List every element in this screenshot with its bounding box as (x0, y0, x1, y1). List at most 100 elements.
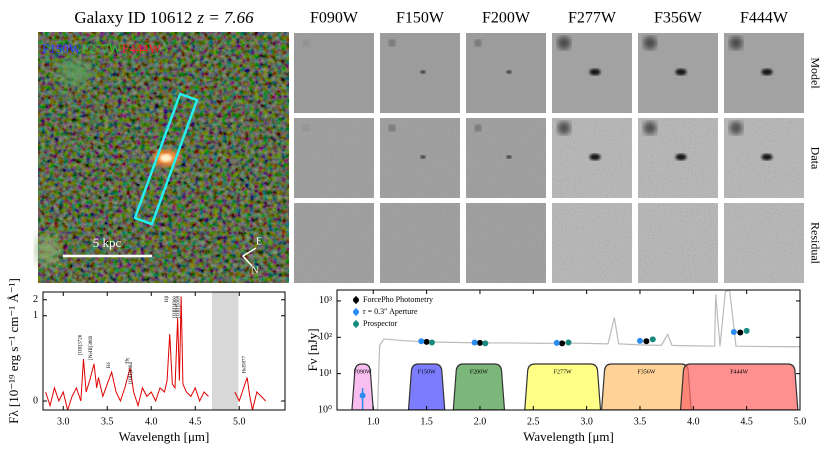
y-tick-label: 10⁰ (318, 404, 332, 415)
neighbor (389, 125, 395, 131)
image-panel (638, 118, 718, 198)
image-panel (380, 118, 460, 198)
image-panel (466, 118, 546, 198)
photometry-point (471, 339, 478, 346)
photometry-point (423, 338, 430, 345)
plot-area (45, 292, 267, 410)
column-header: F090W (310, 10, 359, 27)
image-panel (380, 33, 460, 113)
row-label: Model (808, 57, 822, 89)
filter-curve (524, 363, 602, 410)
line-annotation: [NeIII]3869 (89, 335, 94, 360)
neighbor (303, 40, 309, 46)
filter-name: F090W (354, 369, 372, 375)
legend-label: Prospector (363, 319, 398, 328)
image-panel (294, 203, 374, 283)
line-annotation: HeI5877 (242, 356, 247, 374)
compass-n: N (251, 265, 258, 276)
shaded-region (211, 292, 239, 410)
column-header: F444W (740, 10, 789, 27)
y-tick-label: 10² (319, 332, 332, 343)
legend-marker (353, 321, 359, 327)
filter-name: F277W (554, 369, 572, 375)
filter-name: F444W (730, 369, 748, 375)
redshift: z = 7.66 (196, 8, 254, 27)
column-header: F277W (568, 10, 617, 27)
panel-noise (294, 203, 374, 283)
image-panel (724, 203, 804, 283)
galaxy (589, 68, 601, 76)
line-annotation: Hδ (107, 362, 112, 369)
filter-label: F444W (122, 41, 162, 56)
row-label: Residual (808, 222, 822, 265)
line-annotation: [OIII]5008 (176, 296, 181, 318)
photometry-point (730, 328, 737, 335)
filter-label: F277W (82, 41, 122, 56)
galaxy (420, 70, 426, 74)
neighbor (643, 36, 657, 50)
neighbor (729, 36, 743, 50)
x-tick-label: 4.5 (740, 416, 753, 427)
x-axis-label: Wavelength [μm] (523, 429, 614, 444)
legend-marker (353, 297, 359, 303)
y-tick-label: 0 (33, 395, 38, 406)
y-tick-label: 10¹ (319, 368, 332, 379)
photometry-point (636, 337, 643, 344)
galaxy (589, 153, 601, 161)
image-panel (638, 33, 718, 113)
cutout-title: Galaxy ID 10612 z = 7.66 (74, 8, 254, 27)
filter-curve (679, 363, 799, 410)
photometry-point (476, 339, 483, 346)
neighbor (389, 40, 395, 46)
neighbor (643, 121, 657, 135)
panel-bg (294, 33, 374, 113)
title: Galaxy ID 10612 (74, 8, 192, 27)
image-panel (552, 203, 632, 283)
galaxy (675, 68, 687, 76)
x-tick-label: 2.5 (527, 416, 540, 427)
y-tick-label: 10³ (319, 295, 332, 306)
column-header: F356W (654, 10, 703, 27)
photometry-point (559, 340, 566, 347)
x-tick-label: 4.0 (687, 416, 700, 427)
legend-marker (353, 309, 359, 315)
image-panel (552, 118, 632, 198)
neighbor (557, 121, 571, 135)
line-annotation: Hγ (125, 357, 130, 364)
image-panel (466, 203, 546, 283)
neighbor (475, 40, 481, 46)
filter-label: F150W (42, 41, 82, 56)
image-panel (294, 33, 374, 113)
image-panel (724, 118, 804, 198)
y-tick-label: 1 (33, 310, 38, 321)
column-header: F150W (396, 10, 445, 27)
series-line (45, 296, 209, 410)
photometry-point (418, 338, 425, 345)
x-tick-label: 2.0 (474, 416, 487, 427)
filter-curve (351, 363, 374, 410)
panel-noise (466, 118, 546, 198)
line-annotation: [OII]3726 (79, 334, 84, 355)
image-panel (552, 33, 632, 113)
neighbor (557, 36, 571, 50)
panel-noise (380, 203, 460, 283)
series-line (234, 377, 267, 410)
column-header: F200W (482, 10, 531, 27)
line-annotation: [OIII]4960 (173, 296, 178, 318)
x-tick-label: 4.5 (189, 416, 202, 427)
photometry-point (428, 339, 435, 346)
neighbor (303, 125, 309, 131)
photometry-point (743, 327, 750, 334)
axes-frame (336, 289, 801, 411)
y-axis-label: Fν [nJy] (305, 328, 320, 371)
panel-noise (724, 203, 804, 283)
photometry-point (643, 338, 650, 345)
compass-e: E (256, 236, 262, 247)
galaxy (506, 155, 512, 159)
y-tick-label: 2 (33, 294, 38, 305)
filter-curve (407, 363, 446, 410)
panel-bg (380, 33, 460, 113)
image-panel (724, 33, 804, 113)
panel-noise (294, 118, 374, 198)
x-axis-label: Wavelength [μm] (119, 429, 210, 444)
